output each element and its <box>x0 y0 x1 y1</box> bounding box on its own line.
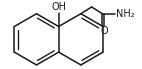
Text: NH₂: NH₂ <box>116 9 134 19</box>
Text: O: O <box>100 26 108 36</box>
Text: OH: OH <box>51 2 66 12</box>
